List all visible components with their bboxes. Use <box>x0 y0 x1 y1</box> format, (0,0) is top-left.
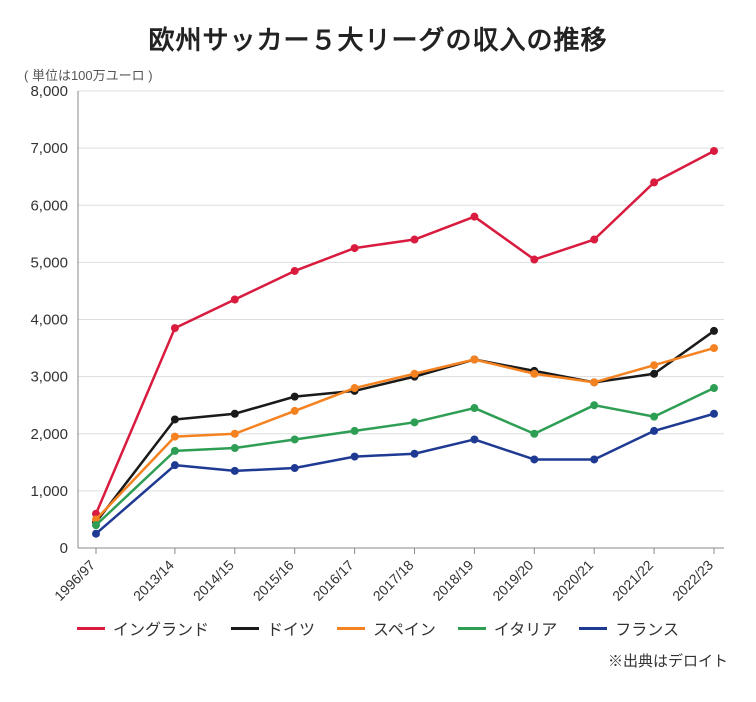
data-point <box>590 236 598 244</box>
data-point <box>530 430 538 438</box>
data-point <box>92 530 100 538</box>
legend-swatch <box>458 627 486 630</box>
data-point <box>710 384 718 392</box>
data-point <box>231 444 239 452</box>
y-tick-label: 0 <box>60 540 68 557</box>
data-point <box>530 455 538 463</box>
data-point <box>530 256 538 264</box>
y-tick-label: 3,000 <box>30 369 68 386</box>
x-tick-label: 2016/17 <box>310 557 357 604</box>
data-point <box>92 521 100 529</box>
y-tick-label: 6,000 <box>30 197 68 214</box>
y-axis-unit-label: ( 単位は100万ユーロ ) <box>24 65 736 84</box>
data-point <box>231 430 239 438</box>
data-point <box>650 370 658 378</box>
data-point <box>411 450 419 458</box>
data-point <box>351 453 359 461</box>
data-point <box>710 410 718 418</box>
data-point <box>470 213 478 221</box>
data-point <box>411 236 419 244</box>
data-point <box>171 324 179 332</box>
series-line <box>96 388 714 525</box>
chart-container: 欧州サッカー５大リーグの収入の推移 ( 単位は100万ユーロ ) 0 1,000 2… <box>20 20 736 682</box>
data-point <box>291 464 299 472</box>
data-point <box>710 327 718 335</box>
chart-title: 欧州サッカー５大リーグの収入の推移 <box>20 20 736 57</box>
data-point <box>470 355 478 363</box>
data-point <box>291 267 299 275</box>
data-point <box>530 370 538 378</box>
legend-swatch <box>579 627 607 630</box>
data-point <box>411 370 419 378</box>
legend-swatch <box>337 627 365 630</box>
data-point <box>411 418 419 426</box>
data-point <box>710 147 718 155</box>
data-point <box>171 447 179 455</box>
x-tick-label: 2014/15 <box>190 557 237 604</box>
y-tick-label: 2,000 <box>30 426 68 443</box>
source-note: ※出典はデロイト <box>20 650 736 671</box>
data-point <box>650 413 658 421</box>
y-tick-label: 1,000 <box>30 483 68 500</box>
y-tick-label: 4,000 <box>30 312 68 329</box>
data-point <box>291 393 299 401</box>
y-tick-label: 5,000 <box>30 254 68 271</box>
data-point <box>171 461 179 469</box>
x-tick-label: 1996/97 <box>51 557 98 604</box>
data-point <box>470 435 478 443</box>
data-point <box>231 467 239 475</box>
x-tick-label: 2020/21 <box>549 557 596 604</box>
x-tick-label: 2017/18 <box>370 557 417 604</box>
data-point <box>590 378 598 386</box>
data-point <box>291 407 299 415</box>
data-point <box>351 384 359 392</box>
legend-swatch <box>77 627 105 630</box>
data-point <box>171 433 179 441</box>
series-line <box>96 331 714 522</box>
data-point <box>291 435 299 443</box>
data-point <box>650 178 658 186</box>
data-point <box>590 401 598 409</box>
y-tick-label: 7,000 <box>30 140 68 157</box>
data-point <box>351 427 359 435</box>
data-point <box>171 415 179 423</box>
data-point <box>710 344 718 352</box>
x-tick-label: 2022/23 <box>669 557 716 604</box>
data-point <box>470 404 478 412</box>
series-line <box>96 414 714 534</box>
x-tick-label: 2019/20 <box>489 557 536 604</box>
y-tick-label: 8,000 <box>30 86 68 100</box>
x-tick-label: 2018/19 <box>429 557 476 604</box>
plot-area: 0 1,000 2,000 3,000 4,000 5,000 6,000 7,000 8,00… <box>20 86 736 566</box>
data-point <box>351 244 359 252</box>
data-point <box>650 361 658 369</box>
data-point <box>590 455 598 463</box>
data-point <box>650 427 658 435</box>
legend-swatch <box>231 627 259 630</box>
data-point <box>231 296 239 304</box>
line-chart-svg: 0 1,000 2,000 3,000 4,000 5,000 6,000 7,000 8,00… <box>20 86 736 621</box>
x-tick-label: 2021/22 <box>609 557 656 604</box>
x-tick-label: 2013/14 <box>130 557 177 604</box>
x-tick-label: 2015/16 <box>250 557 297 604</box>
data-point <box>231 410 239 418</box>
